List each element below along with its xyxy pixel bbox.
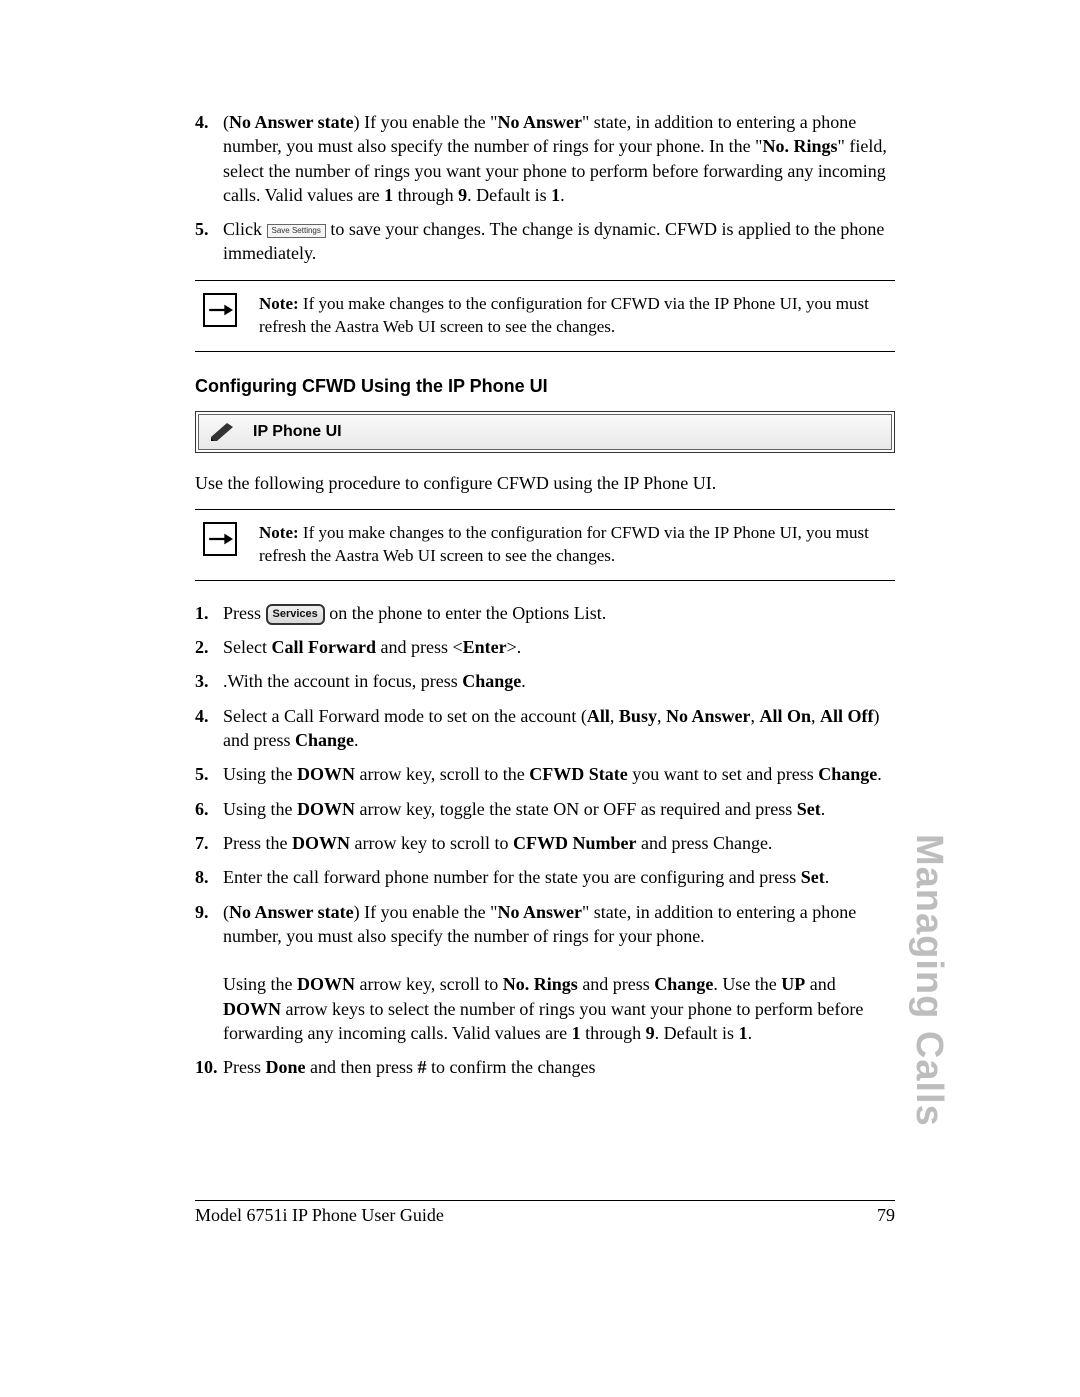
list-item: 5. Click Save Settings to save your chan…	[195, 217, 895, 266]
step-body: Click Save Settings to save your changes…	[223, 217, 895, 266]
list-item: 5. Using the DOWN arrow key, scroll to t…	[195, 762, 895, 786]
list-item: 9. (No Answer state) If you enable the "…	[195, 900, 895, 1046]
list-item: 3. .With the account in focus, press Cha…	[195, 669, 895, 693]
top-steps-list: 4. (No Answer state) If you enable the "…	[195, 110, 895, 266]
section-heading: Configuring CFWD Using the IP Phone UI	[195, 376, 895, 397]
step-number: 4.	[195, 110, 223, 207]
note-arrow-icon	[203, 522, 237, 556]
note-block: Note: If you make changes to the configu…	[195, 280, 895, 352]
note-text: Note: If you make changes to the configu…	[259, 522, 895, 568]
step-body: (No Answer state) If you enable the "No …	[223, 110, 895, 207]
page-footer: Model 6751i IP Phone User Guide 79	[195, 1200, 895, 1226]
ip-phone-ui-bar: IP Phone UI	[195, 411, 895, 453]
note-arrow-icon	[203, 293, 237, 327]
pen-icon	[209, 421, 239, 443]
footer-title: Model 6751i IP Phone User Guide	[195, 1205, 444, 1226]
ui-bar-label: IP Phone UI	[253, 423, 342, 441]
services-button[interactable]: Services	[266, 604, 325, 625]
save-settings-button[interactable]: Save Settings	[267, 224, 326, 239]
list-item: 6. Using the DOWN arrow key, toggle the …	[195, 797, 895, 821]
list-item: 4. Select a Call Forward mode to set on …	[195, 704, 895, 753]
main-steps-list: 1. Press Services on the phone to enter …	[195, 601, 895, 1080]
intro-text: Use the following procedure to configure…	[195, 471, 895, 495]
list-item: 4. (No Answer state) If you enable the "…	[195, 110, 895, 207]
list-item: 8. Enter the call forward phone number f…	[195, 865, 895, 889]
list-item: 10. Press Done and then press # to confi…	[195, 1055, 895, 1079]
list-item: 7. Press the DOWN arrow key to scroll to…	[195, 831, 895, 855]
note-block: Note: If you make changes to the configu…	[195, 509, 895, 581]
page-number: 79	[877, 1205, 895, 1226]
side-tab: Managing Calls	[907, 834, 950, 1127]
list-item: 2. Select Call Forward and press <Enter>…	[195, 635, 895, 659]
note-text: Note: If you make changes to the configu…	[259, 293, 895, 339]
list-item: 1. Press Services on the phone to enter …	[195, 601, 895, 625]
step-number: 5.	[195, 217, 223, 266]
bold: No Answer state	[229, 112, 354, 132]
